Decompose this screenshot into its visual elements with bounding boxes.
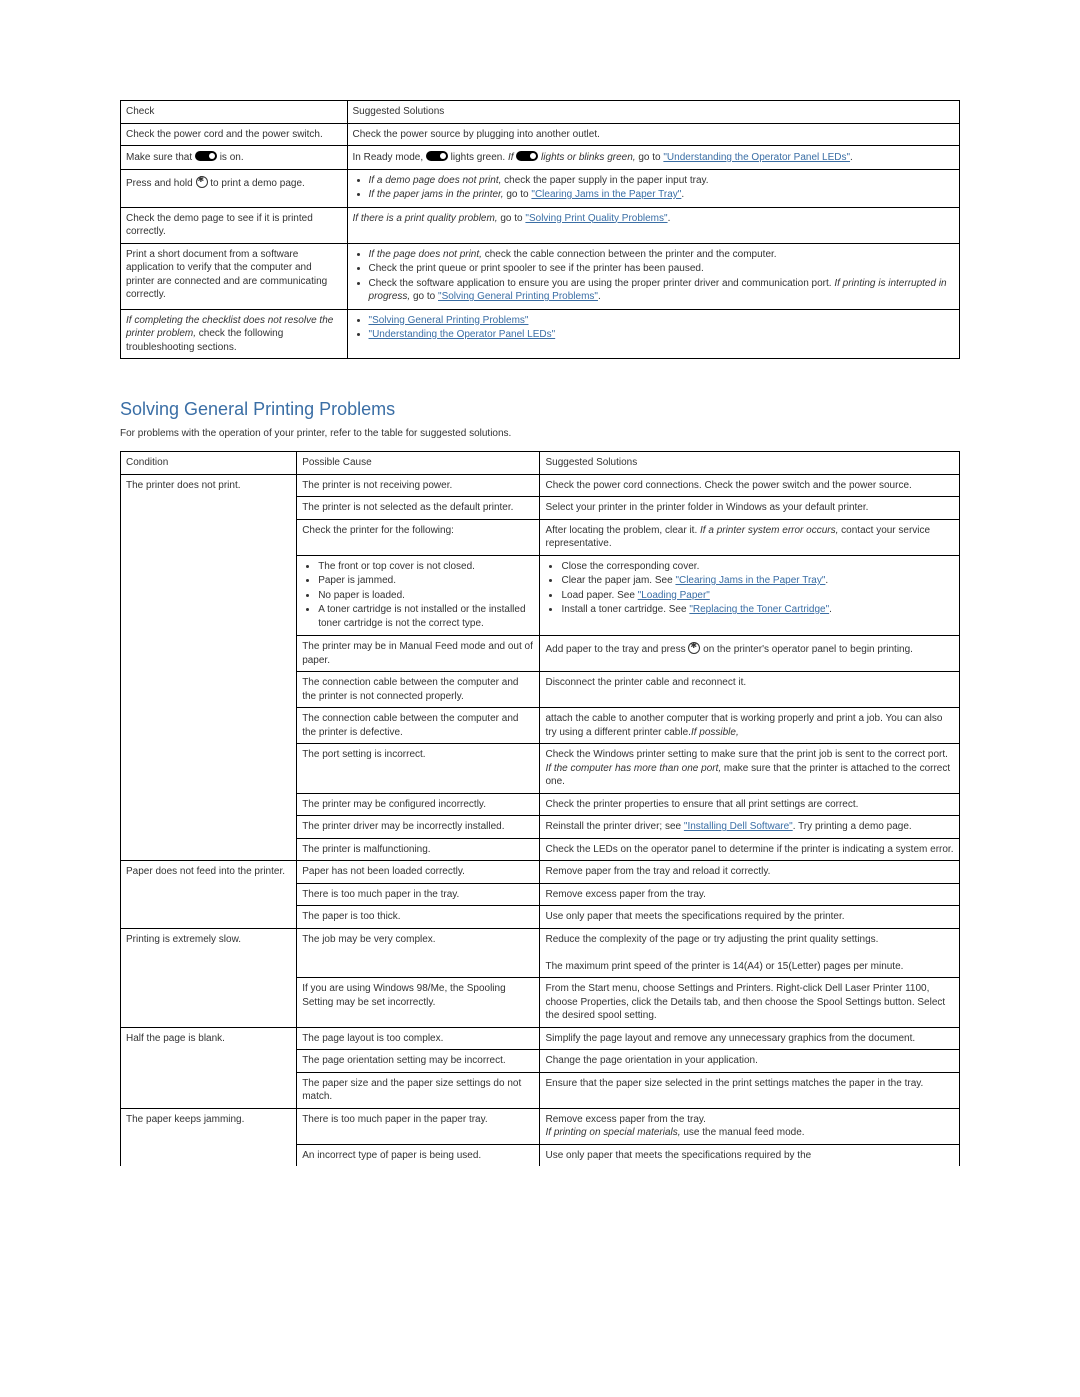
solution-cell: Close the corresponding cover.Clear the … bbox=[540, 555, 960, 636]
solution-cell: Use only paper that meets the specificat… bbox=[540, 906, 960, 929]
solution-cell: After locating the problem, clear it. If… bbox=[540, 519, 960, 555]
troubleshooting-checklist-table: Check Suggested Solutions Check the powe… bbox=[120, 100, 960, 359]
section-intro: For problems with the operation of your … bbox=[120, 428, 960, 439]
cause-cell: There is too much paper in the tray. bbox=[297, 883, 540, 906]
led-icon bbox=[195, 151, 217, 161]
link-general-printing[interactable]: "Solving General Printing Problems" bbox=[369, 315, 529, 326]
cause-cell: The page orientation setting may be inco… bbox=[297, 1050, 540, 1073]
check-cell: If completing the checklist does not res… bbox=[121, 309, 348, 359]
button-icon bbox=[196, 176, 208, 188]
led-icon bbox=[516, 151, 538, 161]
link-operator-panel-leds[interactable]: "Understanding the Operator Panel LEDs" bbox=[369, 329, 556, 340]
solution-cell: Check the power cord connections. Check … bbox=[540, 474, 960, 497]
cause-cell: The connection cable between the compute… bbox=[297, 708, 540, 744]
header-check: Check bbox=[121, 101, 348, 124]
condition-cell: Half the page is blank. bbox=[121, 1027, 297, 1108]
cause-cell: The printer may be configured incorrectl… bbox=[297, 793, 540, 816]
link-operator-panel-leds[interactable]: "Understanding the Operator Panel LEDs" bbox=[663, 152, 850, 163]
solution-cell: Change the page orientation in your appl… bbox=[540, 1050, 960, 1073]
printing-problems-table: Condition Possible Cause Suggested Solut… bbox=[120, 451, 960, 1166]
solution-cell: Simplify the page layout and remove any … bbox=[540, 1027, 960, 1050]
cause-cell: The job may be very complex. bbox=[297, 928, 540, 978]
cause-cell: The printer is not receiving power. bbox=[297, 474, 540, 497]
solution-cell: Check the printer properties to ensure t… bbox=[540, 793, 960, 816]
condition-cell: Printing is extremely slow. bbox=[121, 928, 297, 1027]
cause-cell: The connection cable between the compute… bbox=[297, 672, 540, 708]
check-cell: Check the demo page to see if it is prin… bbox=[121, 207, 348, 243]
header-solution: Suggested Solutions bbox=[540, 452, 960, 475]
cause-cell: Check the printer for the following: bbox=[297, 519, 540, 555]
cause-cell: The paper size and the paper size settin… bbox=[297, 1072, 540, 1108]
suggestion-cell: In Ready mode, lights green. If lights o… bbox=[347, 146, 959, 170]
solution-cell: Reinstall the printer driver; see "Insta… bbox=[540, 816, 960, 839]
condition-cell: The printer does not print. bbox=[121, 474, 297, 861]
cause-cell: There is too much paper in the paper tra… bbox=[297, 1108, 540, 1144]
cause-cell: The port setting is incorrect. bbox=[297, 744, 540, 794]
solution-cell: attach the cable to another computer tha… bbox=[540, 708, 960, 744]
cause-cell: The printer may be in Manual Feed mode a… bbox=[297, 636, 540, 672]
condition-cell: Paper does not feed into the printer. bbox=[121, 861, 297, 929]
link-general-printing[interactable]: "Solving General Printing Problems" bbox=[438, 291, 598, 302]
suggestion-cell: "Solving General Printing Problems" "Und… bbox=[347, 309, 959, 359]
solution-cell: Select your printer in the printer folde… bbox=[540, 497, 960, 520]
section-heading: Solving General Printing Problems bbox=[120, 399, 960, 420]
suggestion-cell: If a demo page does not print, check the… bbox=[347, 169, 959, 207]
solution-cell: Use only paper that meets the specificat… bbox=[540, 1144, 960, 1166]
check-cell: Press and hold to print a demo page. bbox=[121, 169, 348, 207]
solution-cell: Disconnect the printer cable and reconne… bbox=[540, 672, 960, 708]
solution-cell: Remove excess paper from the tray.If pri… bbox=[540, 1108, 960, 1144]
cause-cell: The printer is not selected as the defau… bbox=[297, 497, 540, 520]
suggestion-cell: If the page does not print, check the ca… bbox=[347, 243, 959, 309]
cause-cell: Paper has not been loaded correctly. bbox=[297, 861, 540, 884]
suggestion-cell: If there is a print quality problem, go … bbox=[347, 207, 959, 243]
cause-cell: The page layout is too complex. bbox=[297, 1027, 540, 1050]
cause-cell: The printer is malfunctioning. bbox=[297, 838, 540, 861]
solution-cell: From the Start menu, choose Settings and… bbox=[540, 978, 960, 1028]
cause-cell: If you are using Windows 98/Me, the Spoo… bbox=[297, 978, 540, 1028]
solution-cell: Remove paper from the tray and reload it… bbox=[540, 861, 960, 884]
header-cause: Possible Cause bbox=[297, 452, 540, 475]
cause-cell: The paper is too thick. bbox=[297, 906, 540, 929]
check-cell: Make sure that is on. bbox=[121, 146, 348, 170]
solution-cell: Remove excess paper from the tray. bbox=[540, 883, 960, 906]
check-cell: Print a short document from a software a… bbox=[121, 243, 348, 309]
link-clearing-jams[interactable]: "Clearing Jams in the Paper Tray" bbox=[531, 189, 681, 200]
cause-cell: The printer driver may be incorrectly in… bbox=[297, 816, 540, 839]
check-cell: Check the power cord and the power switc… bbox=[121, 123, 348, 146]
suggestion-cell: Check the power source by plugging into … bbox=[347, 123, 959, 146]
cause-cell: The front or top cover is not closed.Pap… bbox=[297, 555, 540, 636]
header-condition: Condition bbox=[121, 452, 297, 475]
cause-cell: An incorrect type of paper is being used… bbox=[297, 1144, 540, 1166]
solution-cell: Add paper to the tray and press on the p… bbox=[540, 636, 960, 672]
solution-cell: Ensure that the paper size selected in t… bbox=[540, 1072, 960, 1108]
header-suggested: Suggested Solutions bbox=[347, 101, 959, 124]
link-print-quality[interactable]: "Solving Print Quality Problems" bbox=[525, 213, 667, 224]
solution-cell: Check the LEDs on the operator panel to … bbox=[540, 838, 960, 861]
condition-cell: The paper keeps jamming. bbox=[121, 1108, 297, 1166]
led-icon bbox=[426, 151, 448, 161]
solution-cell: Check the Windows printer setting to mak… bbox=[540, 744, 960, 794]
solution-cell: Reduce the complexity of the page or try… bbox=[540, 928, 960, 978]
